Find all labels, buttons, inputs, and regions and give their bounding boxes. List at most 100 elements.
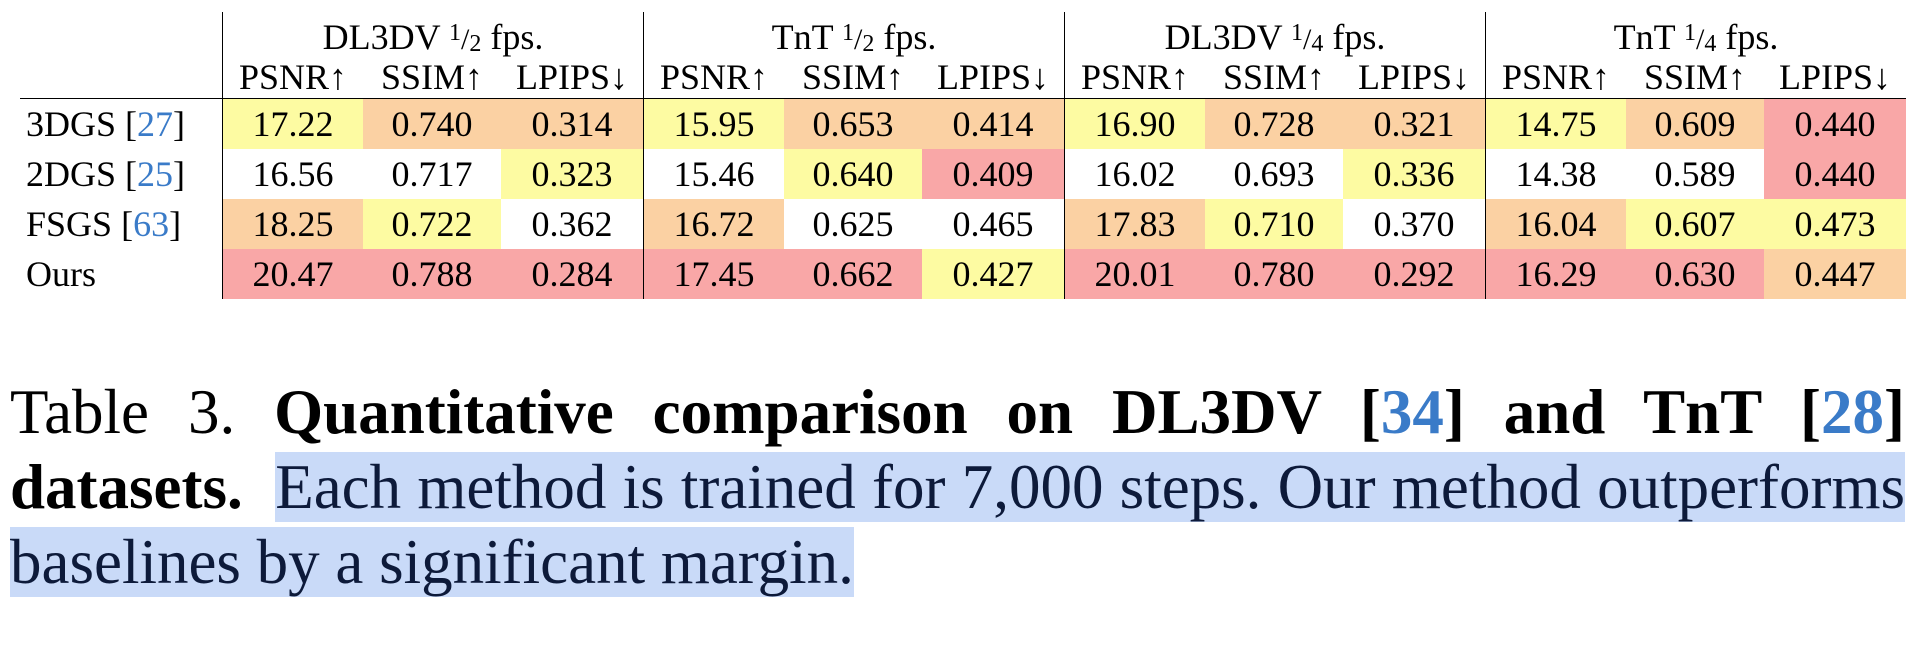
metric-header-row: PSNR↑ SSIM↑ LPIPS↓ PSNR↑ SSIM↑ LPIPS↓ PS… xyxy=(20,56,1906,99)
value-cell: 0.740 xyxy=(363,98,501,149)
value-cell: 16.02 xyxy=(1064,149,1205,199)
value-cell: 16.56 xyxy=(222,149,363,199)
value-cell: 0.447 xyxy=(1764,249,1906,299)
table-row: 3DGS [27] 17.22 0.740 0.314 15.95 0.653 0.414 1… xyxy=(20,98,1906,149)
fraction-den: 2 xyxy=(469,31,482,57)
value-cell: 0.780 xyxy=(1205,249,1343,299)
metric-header: PSNR↑ xyxy=(1064,56,1205,99)
group-name: TnT xyxy=(1613,17,1675,57)
table-body: 3DGS [27] 17.22 0.740 0.314 15.95 0.653 0.414 1… xyxy=(20,98,1906,299)
metric-header: SSIM↑ xyxy=(784,56,922,99)
metric-header: SSIM↑ xyxy=(1626,56,1764,99)
method-cell: 2DGS [25] xyxy=(26,154,186,194)
group-name: TnT xyxy=(771,17,833,57)
metric-header: LPIPS↓ xyxy=(501,56,644,99)
citation-link[interactable]: 34 xyxy=(1380,377,1444,447)
fraction: 1/2 xyxy=(449,20,482,57)
fraction-den: 2 xyxy=(862,31,875,57)
value-cell: 0.473 xyxy=(1764,199,1906,249)
caption-title-part: datasets. xyxy=(10,452,243,522)
value-cell: 15.95 xyxy=(643,98,784,149)
results-table: DL3DV 1/2 fps. TnT 1/2 fps. DL3DV 1/4 fp… xyxy=(20,12,1906,299)
corner-cell xyxy=(20,12,223,56)
value-cell: 0.722 xyxy=(363,199,501,249)
value-cell: 16.72 xyxy=(643,199,784,249)
group-header: TnT 1/4 fps. xyxy=(1485,12,1906,57)
citation-link[interactable]: 28 xyxy=(1821,377,1885,447)
value-cell: 0.630 xyxy=(1626,249,1764,299)
value-cell: 0.414 xyxy=(922,98,1065,149)
table-row: 2DGS [25] 16.56 0.717 0.323 15.46 0.640 0.409 1… xyxy=(20,149,1906,199)
value-cell: 0.323 xyxy=(501,149,644,199)
value-cell: 0.370 xyxy=(1373,204,1455,244)
caption-title-part: ] and TnT [ xyxy=(1443,377,1822,447)
value-cell: 0.427 xyxy=(922,249,1065,299)
value-cell: 0.336 xyxy=(1343,149,1486,199)
metric-header: SSIM↑ xyxy=(1205,56,1343,99)
value-cell: 17.45 xyxy=(643,249,784,299)
metric-header: LPIPS↓ xyxy=(1343,56,1486,99)
value-cell: 14.75 xyxy=(1485,98,1626,149)
value-cell: 16.90 xyxy=(1064,98,1205,149)
value-cell: 20.01 xyxy=(1064,249,1205,299)
value-cell: 0.693 xyxy=(1233,154,1315,194)
metric-header: LPIPS↓ xyxy=(922,56,1065,99)
method-name: 2DGS xyxy=(26,154,117,194)
metric-header: PSNR↑ xyxy=(222,56,363,99)
method-cell: FSGS [63] xyxy=(26,204,182,244)
value-cell: 0.609 xyxy=(1626,98,1764,149)
value-cell: 18.25 xyxy=(222,199,363,249)
fraction-num: 1 xyxy=(842,20,854,46)
fraction: 1/4 xyxy=(1291,20,1324,57)
table-row: Ours 20.47 0.788 0.284 17.45 0.662 0.427 20.01 0… xyxy=(20,249,1906,299)
fraction-den: 4 xyxy=(1704,31,1717,57)
metric-header: PSNR↑ xyxy=(1485,56,1626,99)
caption-label: Table 3. xyxy=(10,377,236,447)
fraction: 1/2 xyxy=(842,20,875,57)
value-cell: 0.717 xyxy=(391,154,473,194)
value-cell: 0.465 xyxy=(952,204,1034,244)
fraction-den: 4 xyxy=(1311,31,1324,57)
value-cell: 0.625 xyxy=(812,204,894,244)
value-cell: 0.607 xyxy=(1626,199,1764,249)
group-suffix: fps. xyxy=(1725,17,1779,57)
method-name: 3DGS xyxy=(26,104,117,144)
value-cell: 0.284 xyxy=(501,249,644,299)
citation-link[interactable]: 27 xyxy=(137,104,174,144)
value-cell: 0.292 xyxy=(1343,249,1486,299)
value-cell: 17.83 xyxy=(1064,199,1205,249)
group-name: DL3DV xyxy=(1164,17,1282,57)
fraction-num: 1 xyxy=(449,20,461,46)
group-suffix: fps. xyxy=(490,17,544,57)
method-name: FSGS xyxy=(26,204,113,244)
value-cell: 0.314 xyxy=(501,98,644,149)
caption-title-part: ] xyxy=(1884,377,1906,447)
value-cell: 0.362 xyxy=(531,204,613,244)
citation-link[interactable]: 63 xyxy=(133,204,170,244)
value-cell: 0.728 xyxy=(1205,98,1343,149)
value-cell: 0.440 xyxy=(1764,98,1906,149)
citation-link[interactable]: 25 xyxy=(137,154,174,194)
method-cell: Ours xyxy=(20,249,223,299)
fraction-num: 1 xyxy=(1684,20,1696,46)
group-header: DL3DV 1/2 fps. xyxy=(222,12,644,57)
value-cell: 0.589 xyxy=(1654,154,1736,194)
value-cell: 16.04 xyxy=(1485,199,1626,249)
value-cell: 16.29 xyxy=(1485,249,1626,299)
group-header-row: DL3DV 1/2 fps. TnT 1/2 fps. DL3DV 1/4 fp… xyxy=(20,12,1906,56)
value-cell: 0.710 xyxy=(1205,199,1343,249)
value-cell: 0.640 xyxy=(784,149,922,199)
value-cell: 14.38 xyxy=(1485,149,1626,199)
value-cell: 0.653 xyxy=(784,98,922,149)
table-row: FSGS [63] 18.25 0.722 0.362 16.72 0.625 0.465 1… xyxy=(20,199,1906,249)
value-cell: 0.788 xyxy=(363,249,501,299)
group-suffix: fps. xyxy=(1332,17,1386,57)
highlighted-text[interactable]: Each method is trained for 7,000 steps. … xyxy=(10,452,1906,597)
value-cell: 0.440 xyxy=(1764,149,1906,199)
caption-title: Quantitative comparison on DL3DV [34] an… xyxy=(10,377,1905,522)
fraction-num: 1 xyxy=(1291,20,1303,46)
corner-cell xyxy=(20,56,223,99)
fraction: 1/4 xyxy=(1684,20,1717,57)
value-cell: 0.321 xyxy=(1343,98,1486,149)
group-suffix: fps. xyxy=(883,17,937,57)
